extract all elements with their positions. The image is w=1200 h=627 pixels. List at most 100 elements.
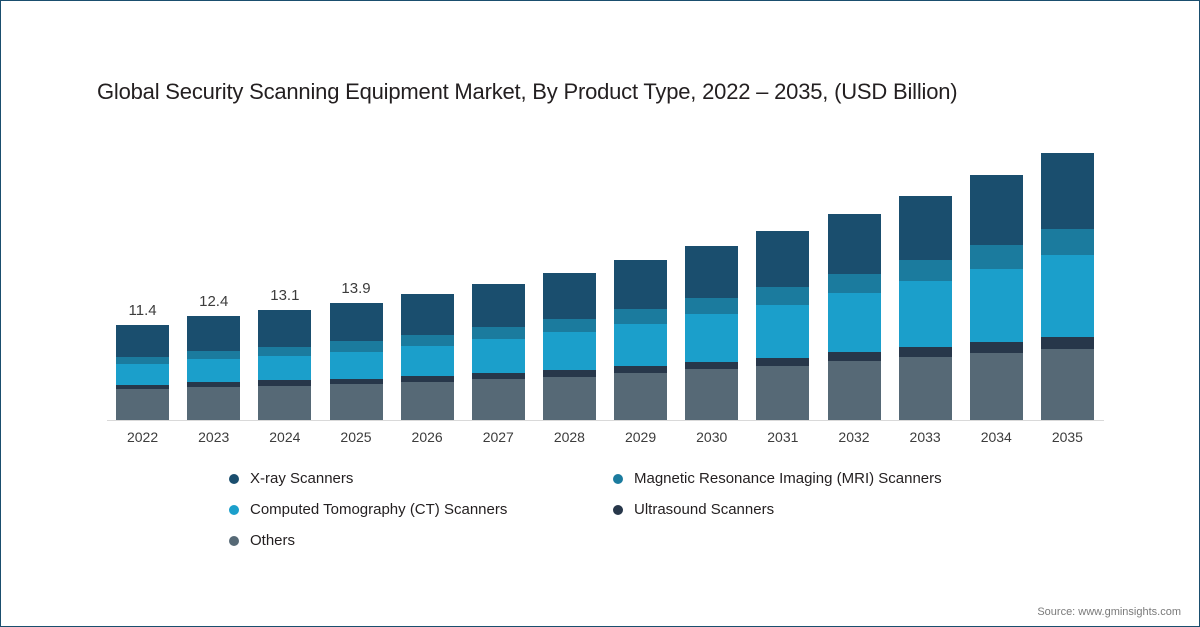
bar-stack[interactable] xyxy=(898,195,952,421)
bar-segment[interactable] xyxy=(400,376,454,383)
bar-segment[interactable] xyxy=(1040,152,1094,229)
bar-stack[interactable]: 13.1 xyxy=(258,287,312,421)
bar-segment[interactable] xyxy=(756,231,810,288)
bar-segment[interactable] xyxy=(898,195,952,261)
bar-segment[interactable] xyxy=(614,373,668,421)
legend-item[interactable]: Ultrasound Scanners xyxy=(613,494,1013,525)
bar-segment[interactable] xyxy=(685,245,739,299)
bar-segment[interactable] xyxy=(542,318,596,333)
bar-stack[interactable] xyxy=(542,272,596,421)
bar-segment[interactable] xyxy=(116,324,170,357)
bar-segment[interactable] xyxy=(1040,348,1094,421)
x-axis-tick-label: 2023 xyxy=(198,429,230,445)
bar-stack[interactable]: 12.4 xyxy=(187,293,241,421)
bar-segment[interactable] xyxy=(756,305,810,358)
bar-stack[interactable]: 13.9 xyxy=(329,280,383,421)
bar-segment[interactable] xyxy=(187,359,241,383)
bar-segment[interactable] xyxy=(614,260,668,310)
bar-segment[interactable] xyxy=(187,350,241,360)
bar-segment[interactable] xyxy=(969,268,1023,343)
bar-segment[interactable] xyxy=(400,294,454,335)
bar-segment[interactable] xyxy=(685,361,739,370)
bar-segment[interactable] xyxy=(329,341,383,352)
bar-stack[interactable] xyxy=(1040,152,1094,421)
bar-segment[interactable] xyxy=(685,369,739,421)
source-credit: Source: www.gminsights.com xyxy=(1037,606,1181,618)
bar-segment[interactable] xyxy=(685,298,739,315)
legend-item[interactable]: Magnetic Resonance Imaging (MRI) Scanner… xyxy=(613,463,1013,494)
bar-segment[interactable] xyxy=(614,366,668,374)
bar-segment[interactable] xyxy=(329,378,383,385)
bar-segment[interactable] xyxy=(471,338,525,373)
legend-item[interactable]: Computed Tomography (CT) Scanners xyxy=(229,494,609,525)
bar-segment[interactable] xyxy=(756,357,810,366)
bar-segment[interactable] xyxy=(116,356,170,365)
bar-segment[interactable] xyxy=(969,174,1023,245)
bar-segment[interactable] xyxy=(187,316,241,351)
bar-segment[interactable] xyxy=(756,287,810,306)
bar-stack[interactable] xyxy=(969,174,1023,421)
bar-segment[interactable] xyxy=(258,380,312,386)
bar-segment[interactable] xyxy=(827,361,881,421)
bar-segment[interactable] xyxy=(329,384,383,421)
bar-segment[interactable] xyxy=(1040,228,1094,256)
bar-segment[interactable] xyxy=(116,364,170,385)
bar-segment[interactable] xyxy=(827,273,881,294)
bar-segment[interactable] xyxy=(471,372,525,380)
bar-segment[interactable] xyxy=(542,377,596,421)
bar-segment[interactable] xyxy=(329,303,383,342)
legend-column-left: X-ray Scanners Computed Tomography (CT) S… xyxy=(229,463,609,556)
bar-segment[interactable] xyxy=(827,352,881,362)
bar-stack[interactable] xyxy=(614,260,668,421)
bar-segment[interactable] xyxy=(827,293,881,353)
x-axis-tick-label: 2028 xyxy=(553,429,585,445)
circle-dot-icon xyxy=(229,504,239,515)
bar-stack[interactable] xyxy=(756,231,810,421)
x-axis-tick-label: 2033 xyxy=(909,429,941,445)
legend-item[interactable]: X-ray Scanners xyxy=(229,463,609,494)
legend-item[interactable]: Others xyxy=(229,525,609,556)
bar-stack[interactable] xyxy=(827,213,881,421)
bar-segment[interactable] xyxy=(898,357,952,421)
bar-segment[interactable] xyxy=(400,334,454,346)
bar-segment[interactable] xyxy=(400,382,454,421)
bar-segment[interactable] xyxy=(258,385,312,421)
x-axis-tick-label: 2031 xyxy=(767,429,799,445)
bar-segment[interactable] xyxy=(471,327,525,339)
bar-segment[interactable] xyxy=(116,384,170,390)
bar-stack[interactable] xyxy=(471,283,525,421)
bar-segment[interactable] xyxy=(614,309,668,324)
bar-segment[interactable] xyxy=(614,323,668,366)
bar-segment[interactable] xyxy=(187,382,241,388)
bar-segment[interactable] xyxy=(898,281,952,348)
bar-segment[interactable] xyxy=(329,351,383,379)
bar-segment[interactable] xyxy=(1040,255,1094,338)
bar-segment[interactable] xyxy=(969,244,1023,269)
x-axis-tick-label: 2034 xyxy=(980,429,1012,445)
bar-segment[interactable] xyxy=(542,332,596,371)
bar-segment[interactable] xyxy=(116,389,170,421)
bar-segment[interactable] xyxy=(187,387,241,421)
bar-segment[interactable] xyxy=(898,347,952,358)
bar-segment[interactable] xyxy=(1040,337,1094,349)
bar-segment[interactable] xyxy=(542,370,596,377)
bar-segment[interactable] xyxy=(969,352,1023,421)
bar-segment[interactable] xyxy=(258,310,312,347)
bar-stack[interactable]: 11.4 xyxy=(116,302,170,421)
bar-segment[interactable] xyxy=(685,314,739,362)
legend-item-label: Others xyxy=(250,532,296,549)
bar-segment[interactable] xyxy=(542,272,596,319)
bar-segment[interactable] xyxy=(471,379,525,421)
bar-segment[interactable] xyxy=(400,345,454,377)
bar-segment[interactable] xyxy=(756,365,810,421)
bar-segment[interactable] xyxy=(471,283,525,328)
circle-dot-icon xyxy=(229,535,239,546)
bar-stack[interactable] xyxy=(400,294,454,421)
bar-segment[interactable] xyxy=(827,213,881,274)
bar-segment[interactable] xyxy=(258,346,312,356)
bar-segment[interactable] xyxy=(898,260,952,282)
bar-segment[interactable] xyxy=(969,342,1023,353)
bar-segment[interactable] xyxy=(258,355,312,381)
bar-stack[interactable] xyxy=(685,245,739,421)
